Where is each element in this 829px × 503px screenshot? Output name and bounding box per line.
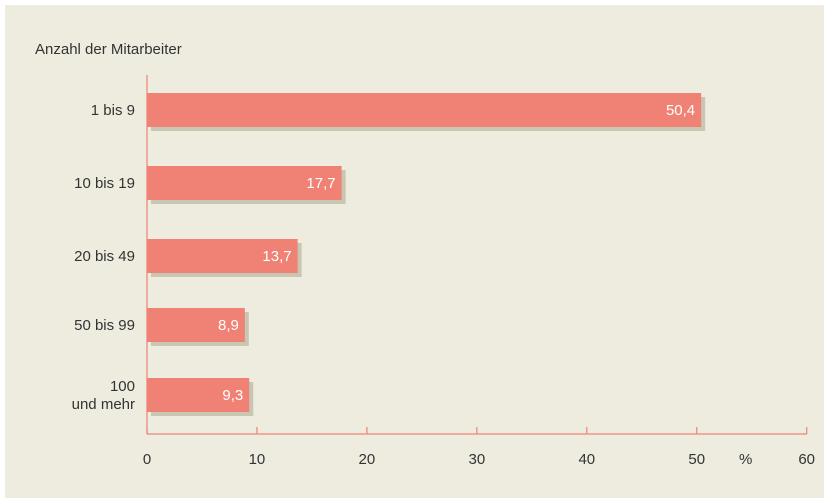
- category-label: 20 bis 49: [74, 248, 135, 265]
- bar: [147, 239, 298, 273]
- bar: [147, 93, 702, 127]
- category-label: 10 bis 19: [74, 175, 135, 192]
- x-tick-label: 10: [249, 451, 266, 468]
- bar: [147, 308, 245, 342]
- x-tick-label: 0: [143, 451, 151, 468]
- bar-value-label: 50,4: [666, 102, 695, 119]
- bar-value-label: 17,7: [306, 175, 335, 192]
- bars-layer: 50,4 1 bis 9 17,7 10 bis 19 13,7 20 bis 49 8,9…: [72, 93, 706, 416]
- x-tick-label: 60: [798, 451, 815, 468]
- x-unit-label: %: [739, 451, 752, 468]
- axis-layer: 0 10 20 30 40 50 60%: [143, 75, 815, 468]
- x-tick-label: 50: [688, 451, 705, 468]
- category-label: 100: [110, 378, 135, 395]
- category-label: 1 bis 9: [91, 102, 135, 119]
- bar-value-label: 9,3: [222, 387, 243, 404]
- x-tick-label: 20: [359, 451, 376, 468]
- category-label: 50 bis 99: [74, 317, 135, 334]
- x-tick-label: 30: [469, 451, 486, 468]
- bar: [147, 166, 342, 200]
- bar: [147, 378, 250, 412]
- bar-value-label: 13,7: [262, 248, 291, 265]
- bar-chart: Anzahl der Mitarbeiter 50,4 1 bis 9 17,7 10…: [35, 41, 815, 468]
- category-label: und mehr: [72, 396, 135, 413]
- bar-value-label: 8,9: [218, 317, 239, 334]
- y-axis-title: Anzahl der Mitarbeiter: [35, 41, 182, 58]
- x-tick-label: 40: [578, 451, 595, 468]
- chart-panel: Anzahl der Mitarbeiter 50,4 1 bis 9 17,7 10…: [5, 5, 824, 498]
